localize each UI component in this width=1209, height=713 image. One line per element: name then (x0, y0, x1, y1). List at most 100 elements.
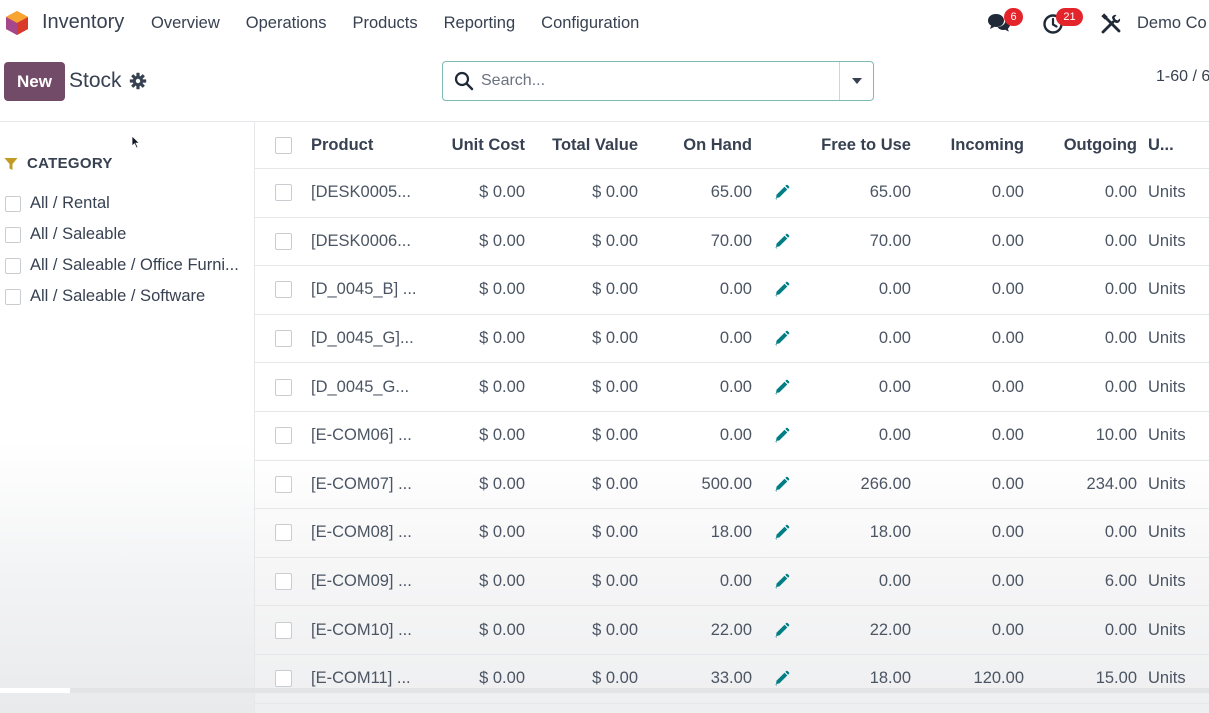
unit-of-measure-cell: Units (1148, 620, 1186, 639)
free-to-use-cell: 0.00 (878, 572, 911, 591)
outgoing-cell: 234.00 (1086, 474, 1137, 493)
search-options-toggle[interactable] (840, 62, 874, 100)
product-cell: [DESK0006... (311, 231, 411, 250)
search-divider (839, 62, 840, 100)
stock-table: Product Unit Cost Total Value On Hand Fr… (254, 121, 1209, 713)
table-row[interactable]: [E-COM09] ... $ 0.00 $ 0.00 0.00 0.00 0.00 6.0… (255, 558, 1209, 607)
product-cell: [D_0045_G... (311, 377, 410, 396)
column-header-product[interactable]: Product (311, 135, 374, 154)
category-checkbox[interactable] (5, 257, 21, 274)
column-header-unit-cost[interactable]: Unit Cost (451, 135, 525, 154)
table-row[interactable]: [DESK0005... $ 0.00 $ 0.00 65.00 65.00 0.00 0.… (255, 169, 1209, 218)
menu-operations[interactable]: Operations (245, 14, 327, 32)
table-row[interactable]: [DESK0006... $ 0.00 $ 0.00 70.00 70.00 0.00 0.… (255, 218, 1209, 267)
horizontal-scrollbar-thumb[interactable] (0, 688, 70, 693)
outgoing-cell: 0.00 (1104, 329, 1137, 348)
row-checkbox[interactable] (275, 184, 292, 202)
menu-overview[interactable]: Overview (151, 14, 220, 32)
column-header-total-value[interactable]: Total Value (552, 135, 638, 154)
pencil-icon[interactable] (771, 169, 791, 217)
pencil-icon[interactable] (771, 655, 791, 703)
category-item-rental[interactable]: All / Rental (5, 188, 250, 219)
menu-reporting[interactable]: Reporting (443, 14, 516, 32)
table-row[interactable]: [D_0045_G]... $ 0.00 $ 0.00 0.00 0.00 0.00 0.0… (255, 315, 1209, 364)
category-item-saleable[interactable]: All / Saleable (5, 219, 250, 250)
unit-cost-cell: $ 0.00 (479, 523, 525, 542)
table-row[interactable]: [E-COM08] ... $ 0.00 $ 0.00 18.00 18.00 0.00 0… (255, 509, 1209, 558)
on-hand-cell: 65.00 (710, 183, 752, 202)
pencil-icon[interactable] (771, 218, 791, 266)
row-select-cell (275, 655, 292, 703)
row-select-cell (275, 412, 292, 460)
table-row[interactable]: [D_0045_G... $ 0.00 $ 0.00 0.00 0.00 0.00 0.00… (255, 363, 1209, 412)
row-checkbox[interactable] (275, 378, 292, 396)
search-input[interactable] (481, 68, 831, 94)
category-checkbox[interactable] (5, 288, 21, 305)
outgoing-cell: 0.00 (1104, 231, 1137, 250)
product-cell: [DESK0005... (311, 183, 411, 202)
search-icon (454, 71, 474, 91)
pencil-icon[interactable] (771, 363, 791, 411)
new-button[interactable]: New (4, 62, 65, 101)
table-row[interactable]: [E-COM10] ... $ 0.00 $ 0.00 22.00 22.00 0.00 0… (255, 606, 1209, 655)
horizontal-scrollbar[interactable] (0, 688, 1209, 693)
row-checkbox[interactable] (275, 427, 292, 445)
odoo-app-logo-icon[interactable] (4, 10, 30, 36)
row-select-cell (275, 509, 292, 557)
incoming-cell: 0.00 (991, 620, 1024, 639)
category-header: CATEGORY (4, 155, 113, 172)
table-row[interactable]: [D_0045_B] ... $ 0.00 $ 0.00 0.00 0.00 0.00 0.… (255, 266, 1209, 315)
incoming-cell: 0.00 (991, 426, 1024, 445)
row-checkbox[interactable] (275, 475, 292, 493)
table-row[interactable]: [E-COM06] ... $ 0.00 $ 0.00 0.00 0.00 0.00 10.… (255, 412, 1209, 461)
outgoing-cell: 15.00 (1095, 669, 1137, 688)
pencil-icon[interactable] (771, 509, 791, 557)
pencil-icon[interactable] (771, 461, 791, 509)
row-checkbox[interactable] (275, 232, 292, 250)
menu-configuration[interactable]: Configuration (541, 14, 640, 32)
unit-of-measure-cell: Units (1148, 231, 1186, 250)
row-checkbox[interactable] (275, 524, 292, 542)
outgoing-cell: 6.00 (1104, 572, 1137, 591)
table-row[interactable]: [E-COM07] ... $ 0.00 $ 0.00 500.00 266.00 0.0… (255, 461, 1209, 510)
pencil-icon[interactable] (771, 315, 791, 363)
free-to-use-cell: 0.00 (878, 329, 911, 348)
row-checkbox[interactable] (275, 670, 292, 688)
pencil-icon[interactable] (771, 266, 791, 314)
row-checkbox[interactable] (275, 621, 292, 639)
company-switcher[interactable]: Demo Co (1137, 14, 1207, 32)
pencil-icon[interactable] (771, 412, 791, 460)
on-hand-cell: 18.00 (710, 523, 752, 542)
pencil-icon[interactable] (771, 606, 791, 654)
unit-cost-cell: $ 0.00 (479, 669, 525, 688)
column-header-incoming[interactable]: Incoming (950, 135, 1024, 154)
category-item-software[interactable]: All / Saleable / Software (5, 281, 250, 312)
tools-icon[interactable] (1100, 13, 1122, 35)
category-checkbox[interactable] (5, 226, 21, 243)
gear-icon[interactable] (129, 72, 147, 90)
category-checkbox[interactable] (5, 195, 21, 212)
column-header-outgoing[interactable]: Outgoing (1063, 135, 1137, 154)
row-checkbox[interactable] (275, 573, 292, 591)
app-name[interactable]: Inventory (42, 11, 125, 33)
total-value-cell: $ 0.00 (592, 231, 638, 250)
free-to-use-cell: 22.00 (869, 620, 911, 639)
mouse-pointer-icon (131, 135, 141, 149)
column-header-on-hand[interactable]: On Hand (683, 135, 752, 154)
unit-of-measure-cell: Units (1148, 669, 1186, 688)
row-checkbox[interactable] (275, 330, 292, 348)
column-header-free-to-use[interactable]: Free to Use (821, 135, 911, 154)
unit-of-measure-cell: Units (1148, 183, 1186, 202)
table-header-row: Product Unit Cost Total Value On Hand Fr… (255, 122, 1209, 169)
category-item-office-furniture[interactable]: All / Saleable / Office Furni... (5, 250, 250, 281)
menu-products[interactable]: Products (352, 14, 418, 32)
pager-value[interactable]: 1-60 / 6 (1156, 68, 1209, 85)
unit-of-measure-cell: Units (1148, 377, 1186, 396)
table-row[interactable]: [E-COM11] ... $ 0.00 $ 0.00 33.00 18.00 120.0… (255, 655, 1209, 704)
select-all-checkbox[interactable] (275, 136, 292, 154)
row-checkbox[interactable] (275, 281, 292, 299)
pencil-icon[interactable] (771, 558, 791, 606)
unit-of-measure-cell: Units (1148, 426, 1186, 445)
column-header-unit-of-measure[interactable]: U... (1148, 135, 1174, 154)
total-value-cell: $ 0.00 (592, 669, 638, 688)
